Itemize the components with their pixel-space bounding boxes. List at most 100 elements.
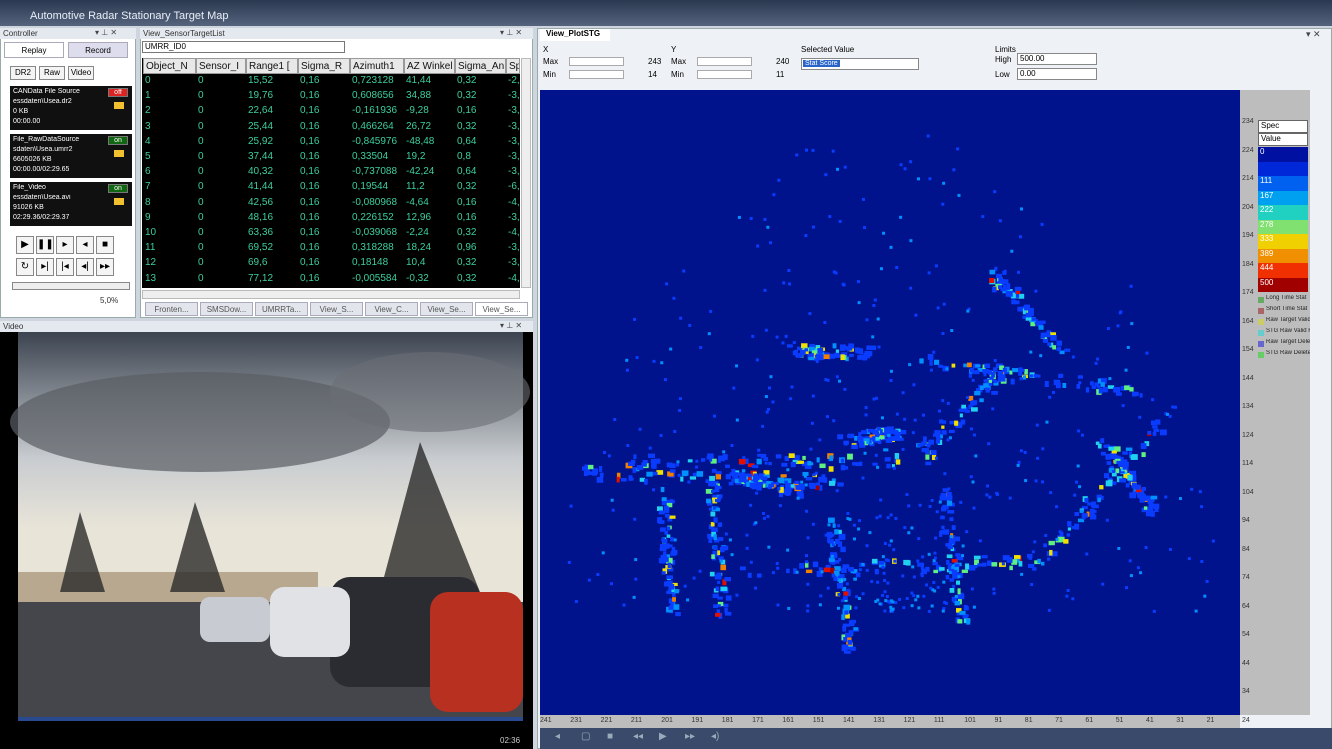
plot-tab[interactable]: View_PlotSTG (540, 29, 610, 41)
heat-cell (922, 414, 925, 417)
scale-entry: 444 (1258, 263, 1308, 278)
heat-cell (1006, 285, 1010, 290)
heat-cell (1027, 554, 1032, 558)
toolbar-button[interactable]: ■ (607, 731, 613, 742)
toolbar-button[interactable]: ◂ (555, 731, 560, 742)
tab[interactable]: View_Se... (420, 302, 473, 316)
heat-cell (950, 329, 953, 332)
player-button[interactable]: ◂| (76, 258, 94, 276)
tab[interactable]: Record (68, 42, 128, 58)
heat-cell (922, 448, 927, 452)
heat-cell (756, 245, 759, 248)
table-cell: 0,32 (457, 90, 506, 101)
player-button[interactable]: ▸| (36, 258, 54, 276)
heat-cell (962, 544, 965, 547)
player-button[interactable]: ▸▸ (96, 258, 114, 276)
min-slider[interactable] (697, 70, 752, 79)
table-cell: 0 (198, 242, 246, 253)
heat-cell (843, 637, 847, 642)
heat-cell (911, 604, 914, 607)
heat-cell (905, 493, 908, 496)
tab[interactable]: View_C... (365, 302, 418, 316)
button[interactable]: Video (68, 66, 94, 80)
heat-cell (972, 379, 975, 382)
x-tick-label: 171 (752, 717, 764, 724)
max-slider[interactable] (697, 57, 752, 66)
heat-cell (806, 570, 812, 573)
min-slider[interactable] (569, 70, 624, 79)
heat-cell (855, 347, 860, 352)
heat-cell (662, 571, 666, 574)
heat-cell (955, 553, 960, 556)
heat-cell (1125, 586, 1128, 589)
button[interactable]: DR2 (10, 66, 36, 80)
folder-icon[interactable] (114, 198, 124, 205)
tab[interactable]: UMRRTa... (255, 302, 308, 316)
player-button[interactable]: ◂ (76, 236, 94, 254)
tab[interactable]: View_Se... (475, 302, 528, 316)
source-state[interactable]: on (108, 184, 128, 193)
player-button[interactable]: ▸ (56, 236, 74, 254)
tab[interactable]: View_S... (310, 302, 363, 316)
heat-cell (878, 561, 884, 565)
heat-cell (678, 474, 681, 477)
low-input[interactable]: 0.00 (1017, 68, 1097, 80)
player-button[interactable]: ❚❚ (36, 236, 54, 254)
speed-slider[interactable] (12, 282, 130, 290)
table-cell: 0,608656 (352, 90, 404, 101)
player-button[interactable]: ↻ (16, 258, 34, 276)
table-cell: 0,32 (457, 257, 506, 268)
high-input[interactable]: 500.00 (1017, 53, 1097, 65)
toolbar-button[interactable]: ◂) (711, 731, 719, 742)
toolbar-button[interactable]: ▶ (659, 731, 667, 742)
heat-cell (958, 594, 965, 599)
player-button[interactable]: ■ (96, 236, 114, 254)
heat-cell (739, 459, 746, 464)
y-tick-label: 124 (1242, 432, 1254, 439)
heat-cell (1032, 550, 1035, 553)
heat-cell (939, 567, 945, 571)
heat-cell (1020, 207, 1023, 210)
heat-cell (916, 595, 919, 598)
heat-cell (1072, 526, 1075, 529)
source-state[interactable]: off (108, 88, 128, 97)
x-tick-label: 101 (964, 717, 976, 724)
heat-cell (882, 555, 885, 558)
scale-entry: 389 (1258, 249, 1308, 264)
heat-cell (668, 563, 671, 568)
toolbar-button[interactable]: ◂◂ (633, 731, 643, 742)
heat-cell (787, 607, 790, 610)
toolbar-button[interactable]: ▸▸ (685, 731, 695, 742)
player-button[interactable]: ▶ (16, 236, 34, 254)
heat-cell (776, 562, 779, 565)
folder-icon[interactable] (114, 102, 124, 109)
table-cell: 3 (145, 121, 196, 132)
sensor-dropdown[interactable]: UMRR_ID0 (142, 41, 345, 53)
tab[interactable]: Replay (4, 42, 64, 58)
heat-cell (716, 508, 720, 512)
heat-cell (1112, 450, 1117, 453)
heat-cell (754, 475, 760, 480)
max-slider[interactable] (569, 57, 624, 66)
min-label: Min (543, 70, 556, 79)
heat-cell (1107, 327, 1110, 330)
button[interactable]: Raw (39, 66, 65, 80)
heat-cell (785, 456, 789, 461)
heat-cell (1100, 438, 1104, 443)
heat-cell (731, 444, 734, 447)
heat-cell (1134, 485, 1140, 490)
tab[interactable]: Fronten... (145, 302, 198, 316)
x-axis-strip (540, 715, 1240, 728)
player-button[interactable]: |◂ (56, 258, 74, 276)
heat-cell (880, 267, 883, 270)
heat-cell (796, 571, 799, 574)
heat-cell (587, 471, 591, 475)
folder-icon[interactable] (114, 150, 124, 157)
heat-cell (1203, 595, 1206, 598)
scrollbar-v[interactable] (521, 58, 531, 288)
tab[interactable]: SMSDow... (200, 302, 253, 316)
source-state[interactable]: on (108, 136, 128, 145)
toolbar-button[interactable]: ▢ (581, 731, 590, 742)
scrollbar-h[interactable] (142, 290, 520, 299)
heat-cell (909, 239, 912, 242)
